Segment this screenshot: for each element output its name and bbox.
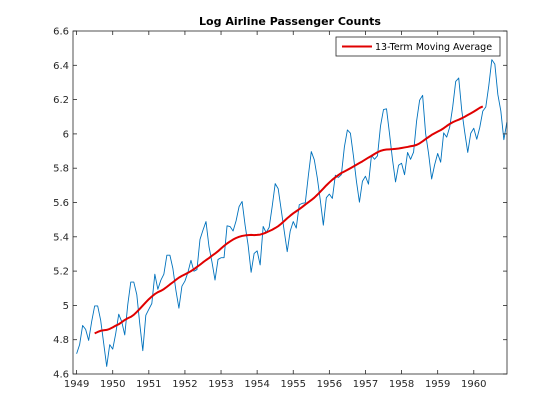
- legend: 13-Term Moving Average: [335, 36, 501, 57]
- x-tick-label: 1952: [172, 379, 197, 390]
- y-tick-label: 5.4: [53, 232, 69, 243]
- y-tick-label: 5.2: [53, 267, 69, 278]
- plot-area: [73, 31, 507, 374]
- x-tick-label: 1956: [317, 379, 342, 390]
- x-tick-label: 1949: [64, 379, 89, 390]
- legend-box: [335, 36, 501, 57]
- x-tick-label: 1960: [461, 379, 486, 390]
- x-tick-label: 1959: [425, 379, 450, 390]
- y-tick-label: 5: [63, 301, 69, 312]
- axes-layer: 1949 1950 1951 1952 1953 1954 1955 1956 1957 1958…: [53, 27, 508, 390]
- y-tick-label: 6.2: [53, 95, 69, 106]
- x-tick-label: 1950: [100, 379, 125, 390]
- chart-title: Log Airline Passenger Counts: [199, 15, 381, 28]
- x-tick-label: 1958: [389, 379, 414, 390]
- x-tick-label: 1951: [136, 379, 161, 390]
- y-tick-label: 4.8: [53, 335, 69, 346]
- x-tick-label: 1955: [281, 379, 306, 390]
- x-tick-label: 1957: [353, 379, 378, 390]
- series-line-log-passengers: [76, 59, 508, 367]
- series-layer: [76, 59, 508, 367]
- y-tick-label: 5.8: [53, 164, 69, 175]
- y-tick-label: 6: [63, 129, 69, 140]
- series-line-moving-average: [94, 105, 484, 335]
- x-tick-label: 1954: [244, 379, 269, 390]
- legend-label-moving-average: 13-Term Moving Average: [375, 42, 492, 53]
- y-tick-label: 4.6: [53, 370, 69, 381]
- y-tick-label: 6.6: [53, 27, 69, 38]
- y-tick-label: 6.4: [53, 61, 69, 72]
- x-tick-label: 1953: [208, 379, 233, 390]
- y-tick-label: 5.6: [53, 198, 69, 209]
